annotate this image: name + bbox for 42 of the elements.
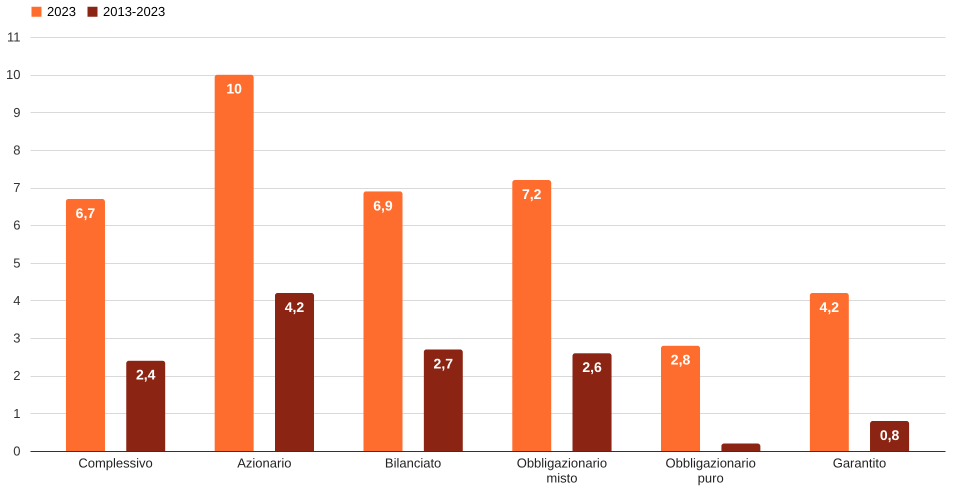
data-label: 6,7 bbox=[76, 204, 96, 221]
bar bbox=[66, 198, 105, 451]
x-tick-label: Complessivo bbox=[78, 456, 153, 470]
bar bbox=[512, 180, 552, 451]
x-tick-label: Obbligazionario misto bbox=[516, 456, 608, 486]
data-label: 2,4 bbox=[136, 366, 156, 383]
y-tick-label: 11 bbox=[7, 30, 20, 44]
bar bbox=[810, 292, 849, 451]
legend-label: 2013-2023 bbox=[103, 4, 166, 19]
data-label: 2,7 bbox=[434, 355, 454, 372]
y-tick-label: 6 bbox=[13, 218, 20, 233]
y-tick-label: 7 bbox=[13, 180, 20, 196]
y-tick-label: 2 bbox=[13, 368, 20, 384]
x-tick-label: Obbligazionario puro bbox=[666, 456, 756, 486]
data-label: 2,6 bbox=[582, 359, 602, 376]
x-tick-label: Bilanciato bbox=[384, 456, 442, 470]
bar bbox=[572, 353, 612, 451]
y-tick-label: 9 bbox=[13, 104, 20, 120]
bar bbox=[721, 443, 760, 451]
y-tick-label: 5 bbox=[13, 255, 20, 270]
data-label: 2,8 bbox=[670, 352, 690, 368]
x-tick-label: Garantito bbox=[832, 456, 886, 470]
data-label: 0,8 bbox=[880, 426, 900, 443]
y-tick-label: 4 bbox=[13, 292, 20, 308]
x-tick-label: Azionario bbox=[237, 456, 292, 470]
bar bbox=[363, 191, 403, 451]
y-tick-label: 1 bbox=[13, 406, 20, 421]
y-tick-label: 3 bbox=[13, 330, 20, 346]
y-tick-label: 8 bbox=[13, 142, 20, 158]
bar bbox=[274, 292, 314, 451]
data-label: 4,2 bbox=[284, 298, 304, 315]
bar bbox=[424, 349, 463, 451]
data-label: 6,9 bbox=[373, 197, 393, 214]
data-label: 7,2 bbox=[522, 186, 542, 202]
data-label: 10 bbox=[226, 80, 242, 97]
bar bbox=[660, 346, 700, 451]
legend-label: 2023 bbox=[47, 4, 76, 19]
bar bbox=[126, 360, 166, 451]
y-tick-label: 0 bbox=[13, 444, 20, 458]
data-label: 4,2 bbox=[820, 298, 840, 315]
bar bbox=[214, 74, 254, 451]
y-tick-label: 10 bbox=[6, 67, 20, 82]
